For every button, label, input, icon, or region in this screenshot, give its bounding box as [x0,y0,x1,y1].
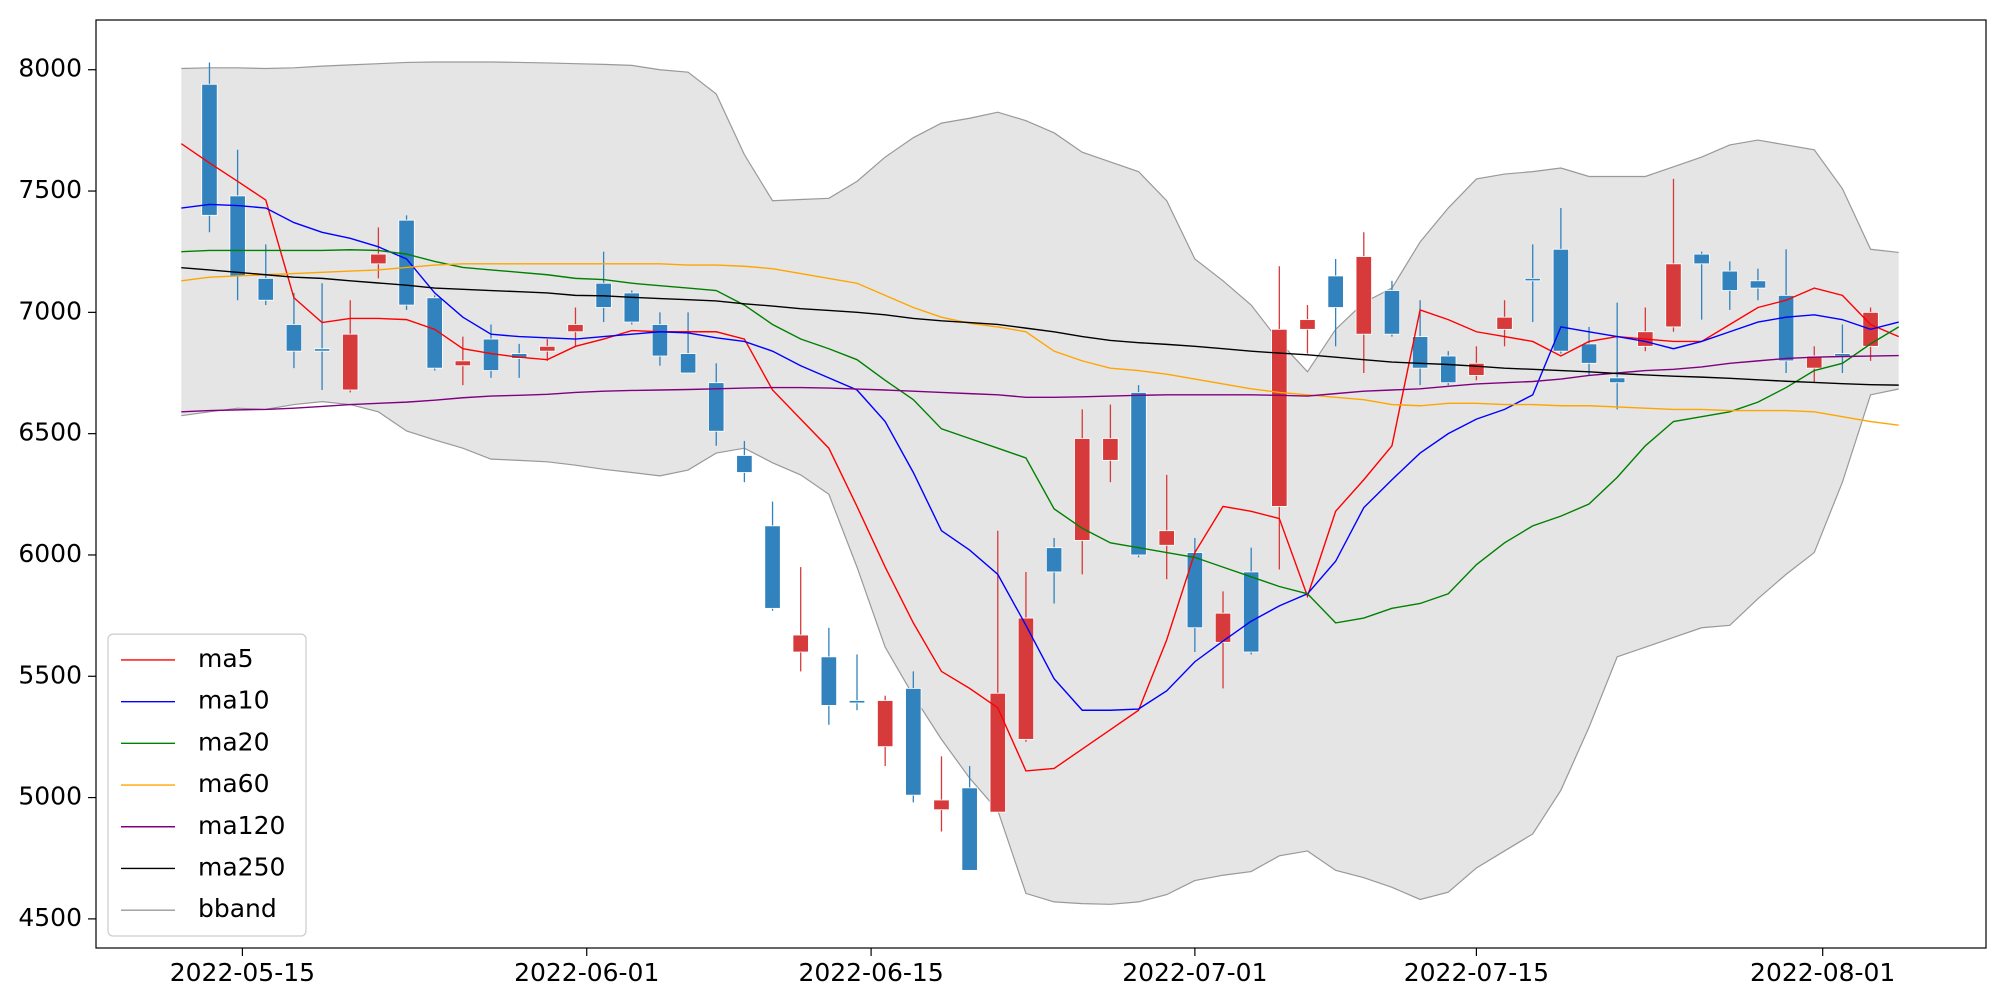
y-tick-label: 6500 [18,418,82,447]
candle-body [1468,362,1485,376]
x-tick-label: 2022-07-15 [1404,958,1549,987]
candle-body [1017,617,1035,740]
ma-line [181,203,1899,711]
candle-body [1074,438,1091,541]
x-tick-label: 2022-05-15 [170,958,315,987]
candle-body [623,292,640,323]
plot-area [180,61,1900,905]
candle-body [370,253,387,265]
candle-body [1130,392,1147,556]
candle-body [1045,547,1063,573]
candle-body [1496,316,1513,330]
legend-label: ma60 [198,769,269,798]
candle-body [1383,290,1401,335]
legend-box [107,633,307,937]
candle-body [426,297,443,369]
band-upper [181,61,1899,373]
candle-body [229,195,246,277]
ma-line [180,143,1899,772]
candle-body [1693,253,1710,265]
y-tick-label: 5500 [18,660,82,689]
legend-label: ma120 [198,811,285,840]
x-tick-label: 2022-06-01 [514,958,659,987]
plot-frame [95,19,1987,949]
candle-body [1440,355,1457,384]
y-tick-label: 7000 [18,296,82,325]
candle-body [1186,552,1204,629]
candle-body [736,455,753,473]
legend-label: ma5 [198,644,254,673]
candle-body [1158,530,1175,546]
candle-body [708,382,725,432]
candle-body [285,324,303,352]
band-lower [181,388,1899,905]
candle-body [454,360,471,367]
candle-body [1214,612,1232,643]
ma-line [181,249,1900,624]
candle-body [1327,275,1344,308]
candle-body [1721,270,1738,291]
candle-body [342,333,359,391]
legend: ma5 ma10 ma20 ma60 ma120 ma250 bband [107,633,307,937]
x-tick-label: 2022-06-15 [798,958,943,987]
y-tick-label: 4500 [18,903,82,932]
candle-body [877,700,894,748]
candle-body [567,324,584,333]
candle-body [679,353,697,374]
ma-line [181,267,1899,386]
candle-body [1271,328,1288,507]
y-tick-label: 6000 [18,539,82,568]
candle-body [201,83,218,216]
candle-body [1749,280,1767,289]
y-tick-label: 5000 [18,782,82,811]
candle-body [1806,355,1823,369]
candle-body [764,525,781,609]
candle-body [1299,319,1316,330]
legend-label: ma10 [198,686,269,715]
candle-body [1777,294,1795,362]
candle-body [1552,248,1570,352]
candle-body [905,688,922,796]
legend-label: ma20 [198,727,269,756]
candle-body [313,348,331,352]
candle-body [792,634,809,653]
candle-body [1355,256,1372,335]
candle-body [1665,263,1682,328]
legend-label: ma250 [198,852,285,881]
y-tick-label: 7500 [18,175,82,204]
candle-body [651,324,669,357]
candle-body [933,799,950,811]
candle-body [1834,353,1851,357]
candle-body [1243,571,1260,653]
candle-body [1411,336,1429,369]
ma-line [181,263,1899,426]
candle-body [848,700,866,704]
candle-body [1609,377,1626,384]
candle-body [1102,438,1119,461]
x-tick-label: 2022-07-01 [1122,958,1267,987]
candle-body [961,787,978,871]
candle-body [257,277,274,301]
y-tick-label: 8000 [18,54,82,83]
legend-label: bband [198,894,277,923]
candle-body [1524,277,1541,282]
x-tick-label: 2022-08-01 [1750,958,1895,987]
candle-body [398,219,415,306]
candle-body [820,656,837,706]
candle-body [989,692,1006,813]
candle-body [1580,343,1598,364]
candle-body [539,345,556,352]
